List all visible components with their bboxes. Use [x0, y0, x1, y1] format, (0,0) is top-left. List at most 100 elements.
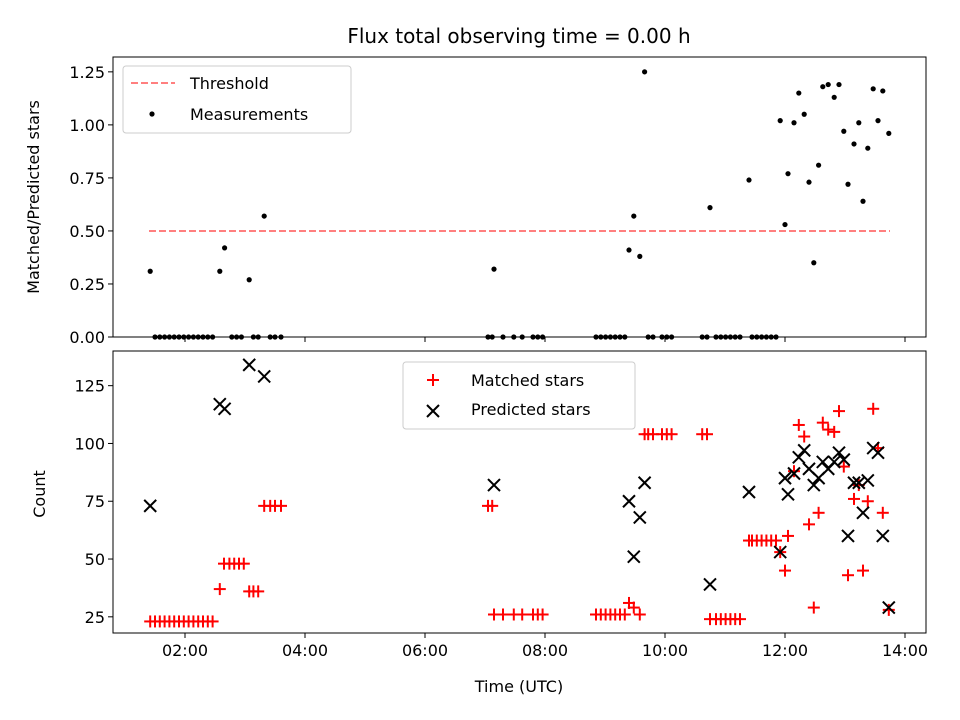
measurement-point: [642, 69, 648, 75]
predicted-star-point: [847, 476, 861, 490]
measurement-point: [841, 128, 847, 134]
matched-star-point: [237, 557, 250, 570]
measurement-point: [791, 120, 797, 126]
bottom-y-ticks: 25 50 75 100 125: [74, 377, 113, 627]
matched-star-point: [701, 428, 713, 441]
predicted-star-point: [242, 358, 256, 372]
matched-star-point: [876, 506, 889, 519]
measurement-point: [851, 141, 857, 147]
matched-star-point: [516, 608, 529, 621]
matched-star-point: [882, 603, 895, 616]
predicted-star-point: [633, 510, 647, 525]
measurement-point: [836, 81, 842, 88]
matched-star-point: [627, 601, 640, 614]
measurement-point: [782, 221, 788, 228]
y-tick-label: 25: [85, 608, 105, 627]
predicted-star-point: [257, 369, 271, 384]
measurement-point: [870, 86, 876, 92]
matched-star-point: [252, 585, 265, 598]
measurement-point: [217, 268, 223, 274]
top-axes-frame: [112, 56, 927, 338]
x-tick-label: 10:00: [642, 641, 688, 660]
bottom-x-axis-label: Time (UTC): [474, 677, 563, 696]
matched-star-point: [807, 601, 820, 614]
matched-star-point: [618, 608, 631, 621]
matched-legend-label: Matched stars: [471, 371, 584, 390]
matched-star-point: [867, 402, 880, 415]
matched-star-point: [833, 405, 845, 418]
predicted-star-point: [841, 529, 855, 543]
predicted-star-point: [742, 485, 756, 499]
measurement-point: [856, 120, 862, 126]
bottom-x-ticks: 02:00 04:00 06:00 08:00 10:00 12:00 14:00: [162, 633, 928, 660]
x-tick-label: 12:00: [762, 641, 808, 660]
measurements-legend-label: Measurements: [190, 105, 308, 124]
measurement-point: [806, 179, 812, 185]
predicted-star-point: [143, 499, 157, 513]
matched-star-point: [486, 499, 499, 512]
predicted-star-point: [816, 455, 830, 469]
predicted-star-point: [787, 466, 801, 481]
chart-title: Flux total observing time = 0.00 h: [347, 24, 690, 48]
matched-star-point: [497, 608, 509, 621]
measurement-point: [845, 181, 851, 187]
matched-star-point: [798, 430, 811, 443]
predicted-star-point: [781, 487, 795, 502]
top-legend-box: [122, 65, 352, 134]
matched-star-point: [536, 608, 549, 621]
measurement-point: [785, 171, 791, 177]
matched-star-point: [848, 492, 860, 505]
bottom-marks: [143, 358, 896, 628]
measurement-point: [820, 84, 826, 90]
measurement-point: [777, 118, 783, 124]
matched-star-point: [828, 425, 841, 438]
matched-star-point: [206, 615, 219, 628]
top-panel: 0.00 0.25 0.50 0.75 1.00 1.25 Matched/Predict…: [24, 56, 927, 347]
matched-star-point: [857, 564, 869, 577]
predicted-star-point: [876, 529, 890, 543]
predicted-star-point: [807, 478, 821, 492]
x-tick-label: 02:00: [162, 641, 208, 660]
bottom-y-axis-label: Count: [30, 470, 49, 518]
matched-star-point: [842, 569, 854, 582]
matched-star-point: [861, 495, 874, 508]
measurement-point: [886, 130, 892, 136]
top-y-axis-label: Matched/Predicted stars: [24, 100, 43, 294]
matched-star-point: [633, 608, 646, 621]
y-tick-label: 50: [85, 550, 105, 569]
measurements-legend-swatch: [149, 111, 155, 117]
y-tick-label: 1.00: [69, 116, 105, 135]
predicted-legend-label: Predicted stars: [471, 400, 591, 419]
measurement-point: [860, 198, 866, 204]
y-tick-label: 0.50: [69, 222, 105, 241]
measurement-point: [880, 88, 886, 94]
y-tick-label: 100: [74, 434, 105, 453]
matched-star-point: [788, 465, 800, 478]
predicted-star-point: [627, 550, 641, 564]
measurement-point: [875, 118, 881, 124]
predicted-star-point: [778, 471, 792, 485]
bottom-legend-box: [402, 361, 636, 430]
measurement-point: [261, 213, 267, 219]
measurement-point: [831, 94, 837, 100]
measurement-point: [246, 277, 252, 283]
measurement-point: [746, 177, 752, 183]
measurement-point: [637, 253, 643, 259]
threshold-legend-label: Threshold: [189, 74, 269, 93]
measurement-point: [707, 205, 713, 211]
x-tick-label: 06:00: [402, 641, 448, 660]
predicted-star-point: [837, 452, 851, 467]
measurement-point: [147, 268, 153, 274]
measurement-point: [491, 266, 497, 272]
predicted-star-point: [217, 402, 232, 416]
top-y-ticks: 0.00 0.25 0.50 0.75 1.00 1.25: [69, 63, 113, 347]
measurement-point: [811, 260, 817, 266]
predicted-star-point: [792, 450, 806, 465]
top-x-ticks: [184, 337, 906, 342]
y-tick-label: 125: [74, 377, 105, 396]
predicted-star-point: [773, 545, 787, 559]
predicted-legend-swatch: [426, 404, 440, 418]
matched-star-point: [816, 416, 829, 429]
measurement-point: [825, 81, 831, 88]
